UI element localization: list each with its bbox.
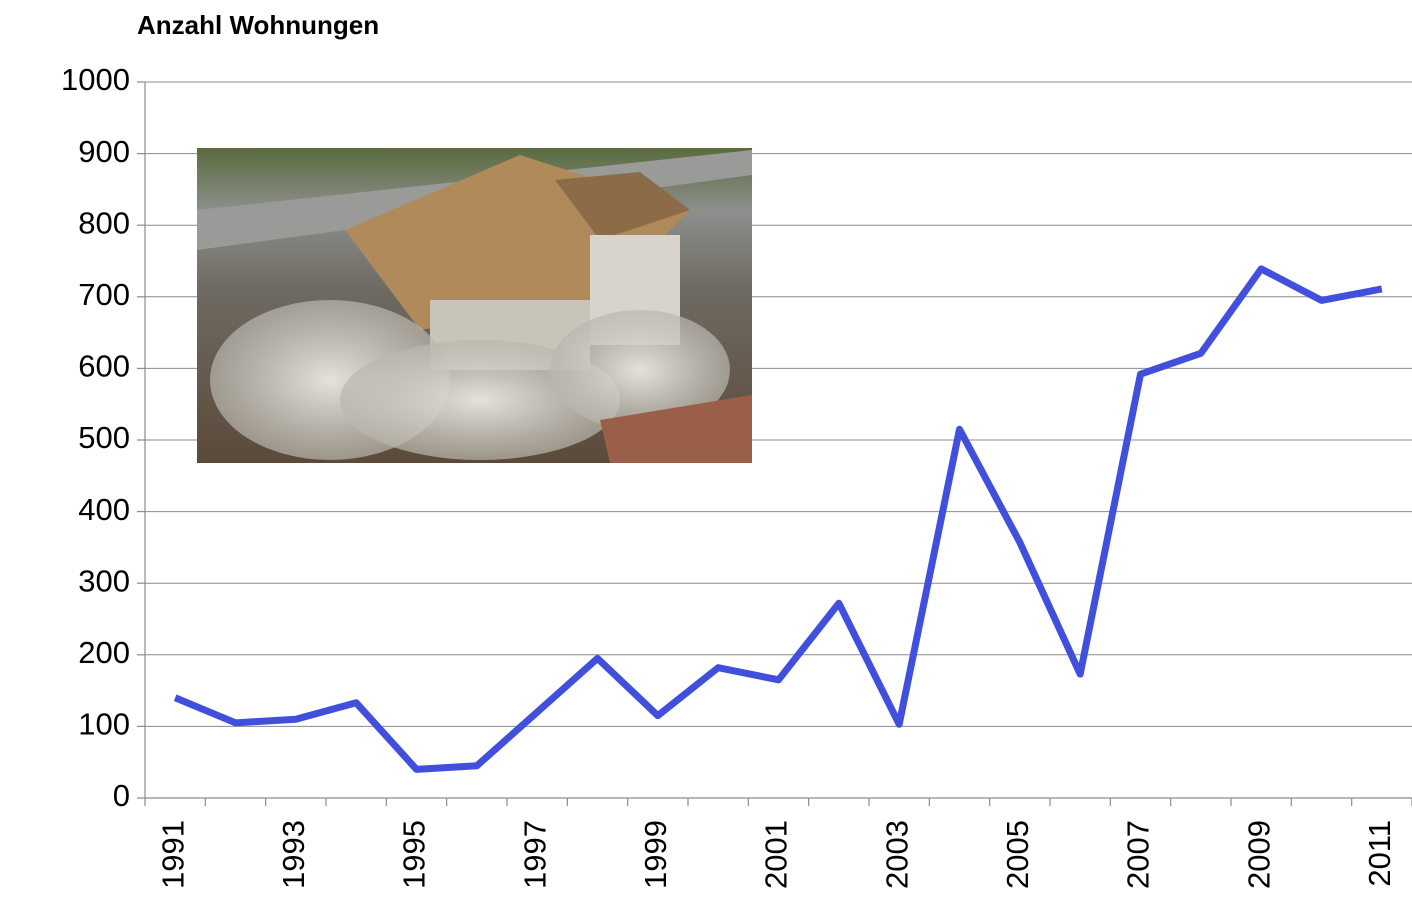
- x-tick-label: 1991: [155, 820, 190, 889]
- x-tick-label: 2003: [879, 820, 914, 889]
- x-tick-label: 2005: [1000, 820, 1035, 889]
- y-tick-label: 800: [78, 205, 130, 240]
- y-tick-label: 1000: [61, 62, 130, 97]
- x-tick-label: 2007: [1121, 820, 1156, 889]
- y-tick-label: 600: [78, 349, 130, 384]
- photo: [197, 148, 752, 463]
- x-tick-label: 1995: [397, 820, 432, 889]
- y-tick-label: 700: [78, 277, 130, 312]
- x-tick-label: 1999: [638, 820, 673, 889]
- x-tick-label: 1993: [276, 820, 311, 889]
- y-tick-label: 100: [78, 707, 130, 742]
- y-tick-label: 400: [78, 492, 130, 527]
- y-tick-label: 300: [78, 563, 130, 598]
- y-tick-label: 900: [78, 134, 130, 169]
- chart-title: Anzahl Wohnungen: [137, 10, 379, 40]
- data-line: [173, 265, 1383, 773]
- x-tick-label: 1997: [517, 820, 552, 889]
- y-tick-label: 500: [78, 420, 130, 455]
- y-tick-label: 0: [113, 778, 130, 813]
- x-tick-label: 2011: [1362, 820, 1397, 887]
- x-tick-label: 2001: [759, 820, 794, 889]
- x-tick-label: 2009: [1241, 820, 1276, 889]
- y-tick-label: 200: [78, 635, 130, 670]
